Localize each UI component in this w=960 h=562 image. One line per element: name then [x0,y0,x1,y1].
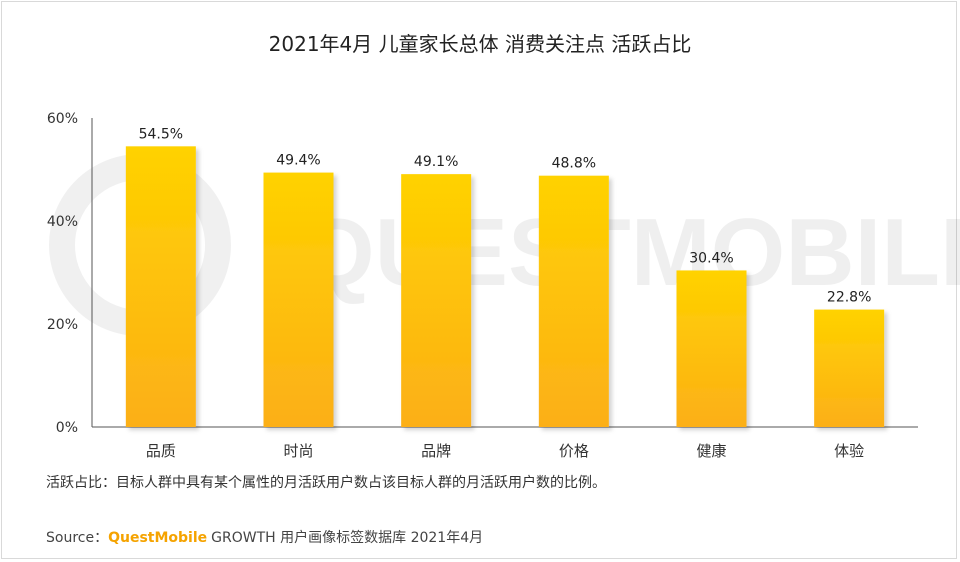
x-tick-label: 健康 [696,442,726,460]
y-tick-label: 60% [47,111,78,127]
bar-value-label: 54.5% [139,126,183,142]
bar-1 [125,146,196,427]
bar-2 [263,172,334,427]
y-tick-label: 40% [47,214,78,230]
source-brand: QuestMobile [108,530,208,546]
axes: 0% 20% 40% 60% [47,111,918,436]
source-prefix: Source： [46,530,109,546]
x-tick-label: 品牌 [421,442,451,460]
footnote: 活跃占比：目标人群中具有某个属性的月活跃用户数占该目标人群的月活跃用户数的比例。 [46,475,606,491]
bar-3 [401,174,472,427]
source-line: Source： QuestMobile GROWTH 用户画像标签数据库 202… [46,527,483,547]
bar-value-label: 49.1% [414,154,458,170]
bar-value-label: 48.8% [552,156,596,172]
x-tick-label: 品质 [146,442,176,460]
bar-5 [676,270,747,427]
labels: 54.5% 品质 49.4% 时尚 49.1% 品牌 48.8% 价格 30.4% 健康 22.8%… [139,126,872,460]
x-tick-label: 时尚 [283,442,313,460]
bar-4 [538,175,609,427]
y-tick-label: 20% [47,317,78,333]
x-tick-label: 体验 [834,442,864,460]
bar-value-label: 22.8% [827,290,871,306]
bar-value-label: 30.4% [689,250,733,266]
y-tick-label: 0% [56,420,78,436]
bar-value-label: 49.4% [276,153,320,169]
source-suffix: GROWTH 用户画像标签数据库 2021年4月 [211,530,484,546]
bar-6 [814,309,885,427]
bars [125,146,885,427]
watermark: QUESTMOBILE [49,154,960,336]
x-tick-label: 价格 [559,442,589,460]
chart-title: 2021年4月 儿童家长总体 消费关注点 活跃占比 [268,32,692,56]
